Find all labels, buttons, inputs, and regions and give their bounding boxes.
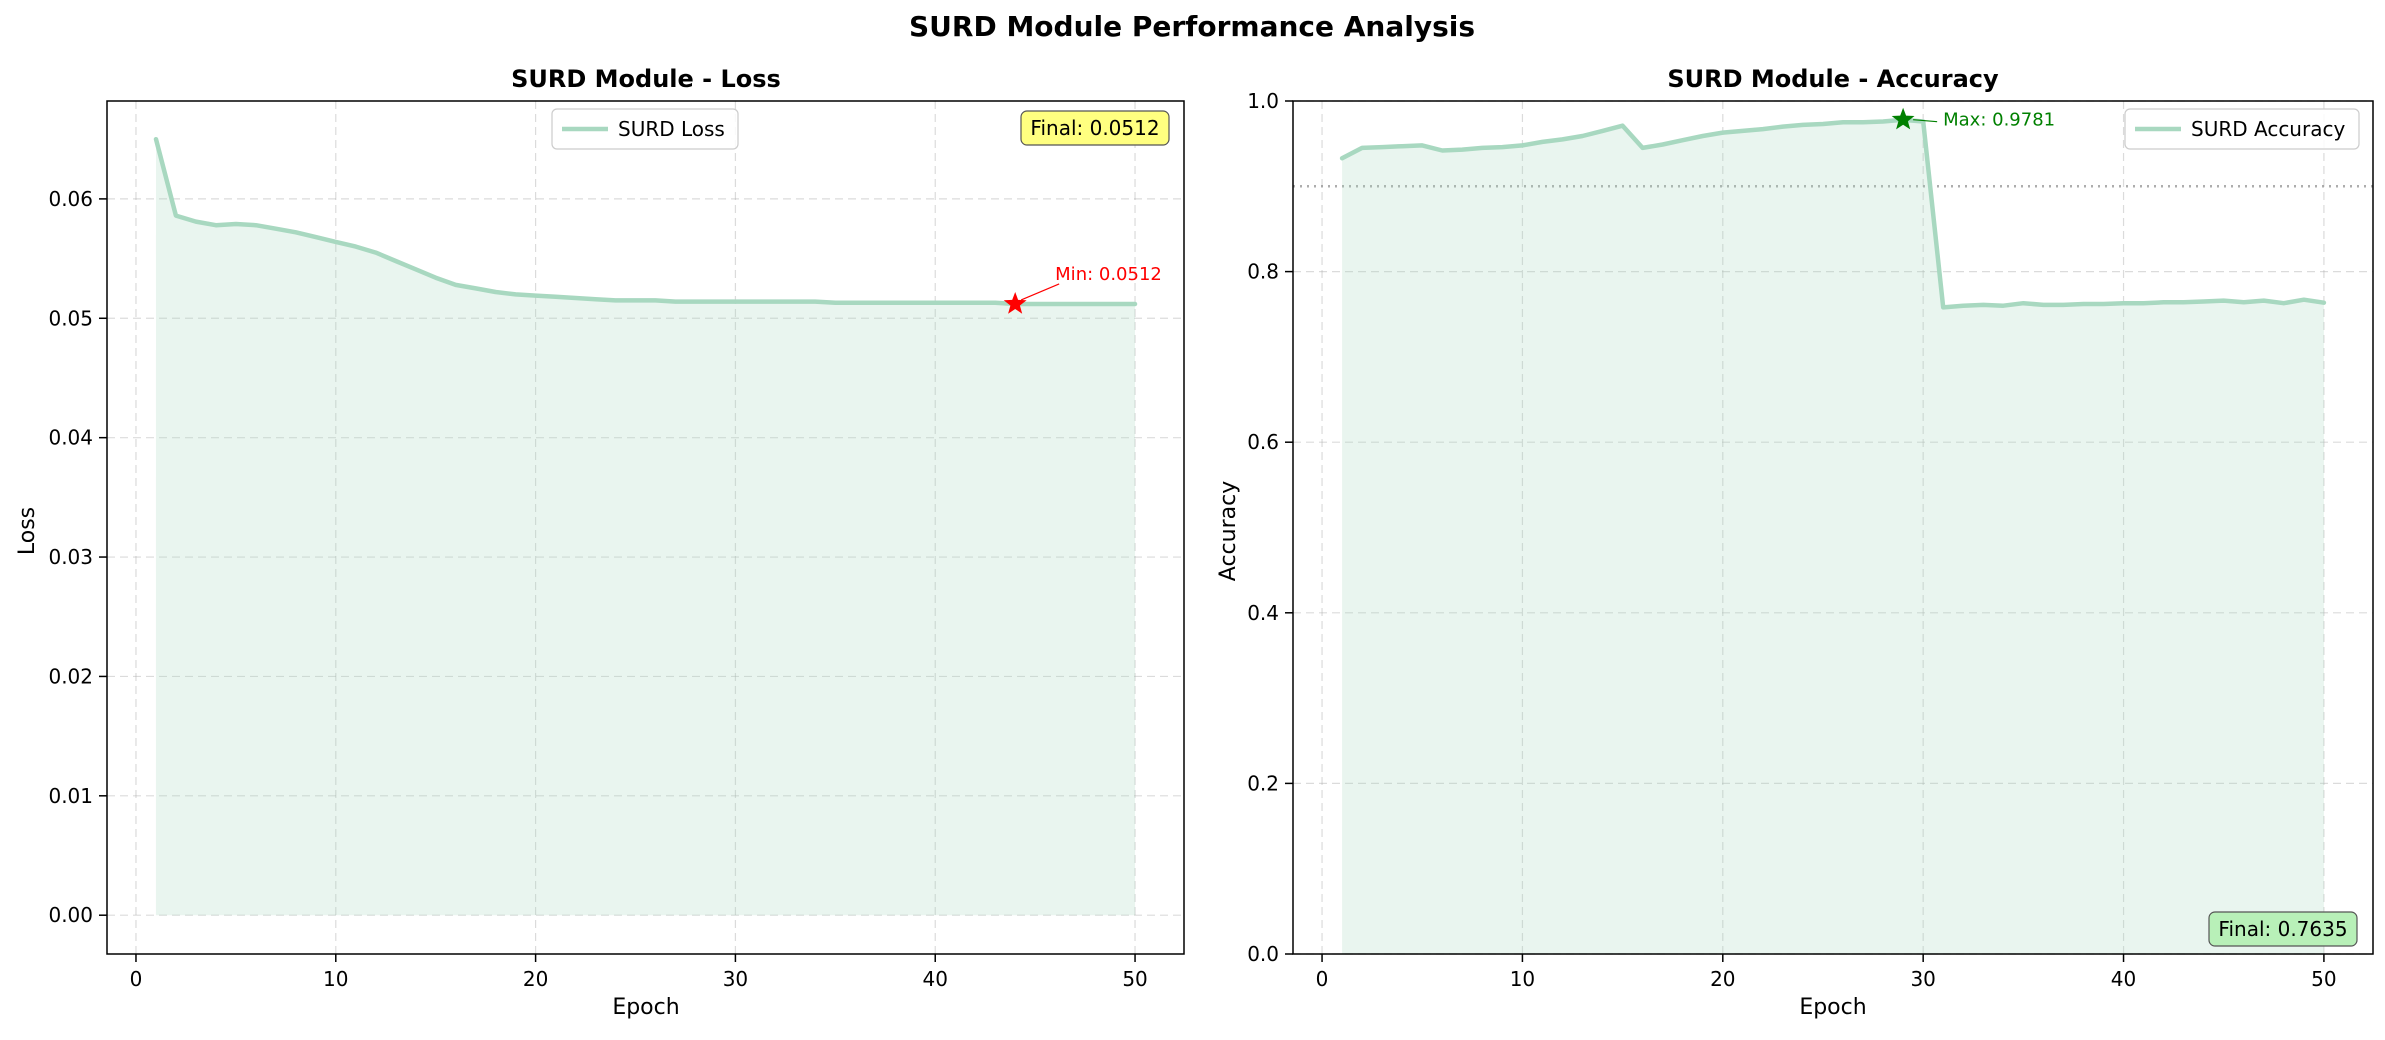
figure-title: SURD Module Performance Analysis: [909, 10, 1475, 43]
accuracy-legend: SURD Accuracy: [2124, 108, 2360, 150]
loss-y-tick-label: 0.02: [48, 664, 93, 688]
accuracy-legend-label: SURD Accuracy: [2191, 117, 2345, 141]
accuracy-series-line: [1339, 117, 2327, 310]
loss-x-axis-label: Epoch: [612, 995, 679, 1020]
loss-x-tick-label: 50: [1122, 967, 1147, 991]
accuracy-y-tick-label: 1.0: [1247, 89, 1279, 113]
min-annotation-arrow: [1020, 283, 1060, 301]
loss-x-tick-label: 30: [723, 967, 748, 991]
loss-legend-label: SURD Loss: [618, 117, 725, 141]
loss-x-tick-label: 0: [130, 967, 143, 991]
loss-y-tick-label: 0.05: [48, 306, 93, 330]
accuracy-final-label: Final: 0.7635: [2218, 917, 2347, 941]
loss-axes-frame: [106, 100, 1185, 955]
accuracy-final-box: [2208, 911, 2358, 947]
accuracy-x-tick-label: 50: [2311, 967, 2336, 991]
max-annotation-arrow: [1913, 119, 1938, 123]
max-star-marker: [1891, 107, 1915, 130]
accuracy-y-tick-label: 0.4: [1247, 601, 1279, 625]
accuracy-y-tick-label: 0.0: [1247, 942, 1279, 966]
accuracy-x-tick-label: 0: [1316, 967, 1329, 991]
accuracy-x-axis-label: Epoch: [1799, 995, 1866, 1020]
accuracy-x-tick-label: 40: [2111, 967, 2136, 991]
loss-legend: SURD Loss: [551, 108, 739, 150]
accuracy-axes-frame: [1292, 100, 2374, 955]
loss-y-tick-label: 0.06: [48, 187, 93, 211]
accuracy-x-tick-label: 10: [1510, 967, 1535, 991]
max-annotation-label: Max: 0.9781: [1943, 110, 2055, 131]
loss-y-tick-label: 0.04: [48, 426, 93, 450]
loss-x-tick-label: 40: [923, 967, 948, 991]
accuracy-y-tick-label: 0.6: [1247, 430, 1279, 454]
min-star-marker: [1003, 292, 1027, 314]
accuracy-panel-title: SURD Module - Accuracy: [1667, 65, 1999, 93]
loss-final-label: Final: 0.0512: [1030, 116, 1159, 140]
accuracy-y-tick-label: 0.2: [1247, 771, 1279, 795]
accuracy-x-tick-label: 30: [1910, 967, 1935, 991]
accuracy-area-fill: [1342, 119, 2324, 955]
loss-x-tick-label: 10: [323, 967, 348, 991]
loss-legend-box: [551, 108, 739, 150]
loss-y-tick-label: 0.01: [48, 784, 93, 808]
loss-panel: SURD Module - Loss Epoch Loss 0 10 20 30 40 5…: [15, 65, 1185, 1020]
accuracy-y-axis-label: Accuracy: [1216, 481, 1241, 581]
loss-series-line: [153, 136, 1138, 307]
loss-final-box: [1020, 110, 1170, 146]
loss-y-tick-label: 0.03: [48, 545, 93, 569]
accuracy-y-tick-label: 0.8: [1247, 260, 1279, 284]
min-annotation-label: Min: 0.0512: [1055, 264, 1162, 285]
accuracy-panel: SURD Module - Accuracy Epoch Accuracy 0 1…: [1216, 65, 2374, 1020]
loss-area-fill: [155, 139, 1136, 916]
loss-y-tick-label: 0.00: [48, 903, 93, 927]
loss-x-tick-label: 20: [523, 967, 548, 991]
accuracy-x-tick-label: 20: [1710, 967, 1735, 991]
loss-y-axis-label: Loss: [15, 507, 40, 555]
accuracy-legend-box: [2124, 108, 2360, 150]
loss-panel-title: SURD Module - Loss: [511, 65, 781, 93]
